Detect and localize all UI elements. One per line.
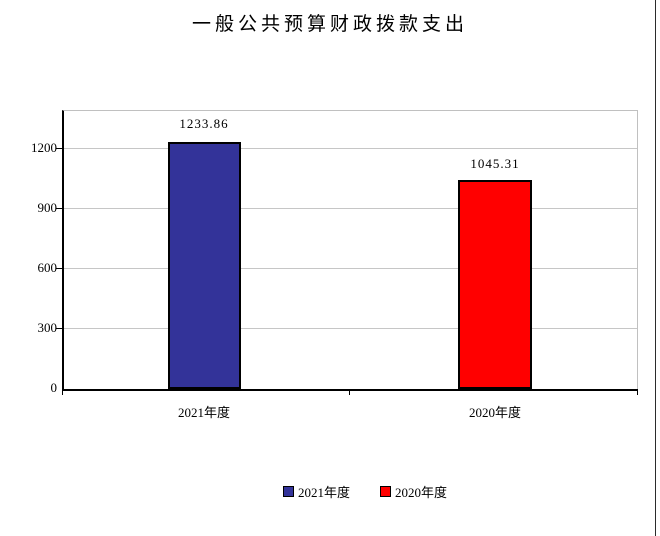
y-axis-tick-label: 600 — [37, 260, 58, 275]
bar-2021 — [168, 142, 241, 389]
y-axis-tick-label: 1200 — [31, 140, 57, 155]
gridline-900 — [64, 208, 637, 209]
x-axis-tick-mark — [62, 389, 63, 395]
y-axis-tick-mark — [56, 268, 62, 269]
legend-item-2021: 2021年度 — [282, 482, 350, 501]
y-axis-tick-label: 0 — [50, 380, 58, 395]
y-axis-tick-label: 300 — [37, 320, 58, 335]
legend-item-2020: 2020年度 — [380, 482, 447, 501]
y-axis-tick-label: 900 — [37, 200, 58, 215]
legend-label-2020: 2020年度 — [395, 485, 448, 500]
gridline-300 — [64, 328, 637, 329]
legend-label-2021: 2021年度 — [297, 485, 350, 500]
legend-swatch-2020-icon — [380, 486, 391, 497]
legend-swatch-2021-icon — [282, 486, 294, 497]
legend: 2021年度 2020年度 — [35, 482, 660, 501]
bar-2020 — [458, 180, 532, 389]
bar-value-label-2021: 1233.86 — [179, 116, 229, 131]
page-edge-line — [655, 0, 656, 536]
y-axis-tick-mark — [56, 328, 62, 329]
x-axis-category-label-2020: 2020年度 — [468, 405, 521, 420]
gridline-1200 — [64, 148, 637, 149]
y-axis-tick-mark — [56, 148, 62, 149]
x-axis-tick-mark — [349, 389, 350, 395]
chart-title: 一般公共预算财政拨款支出 — [191, 14, 468, 35]
x-axis-category-label-2021: 2021年度 — [177, 405, 230, 420]
y-axis-tick-mark — [56, 208, 62, 209]
x-axis-tick-mark — [637, 389, 638, 395]
bar-value-label-2020: 1045.31 — [470, 156, 520, 171]
plot-area — [62, 110, 638, 391]
gridline-600 — [64, 268, 637, 269]
